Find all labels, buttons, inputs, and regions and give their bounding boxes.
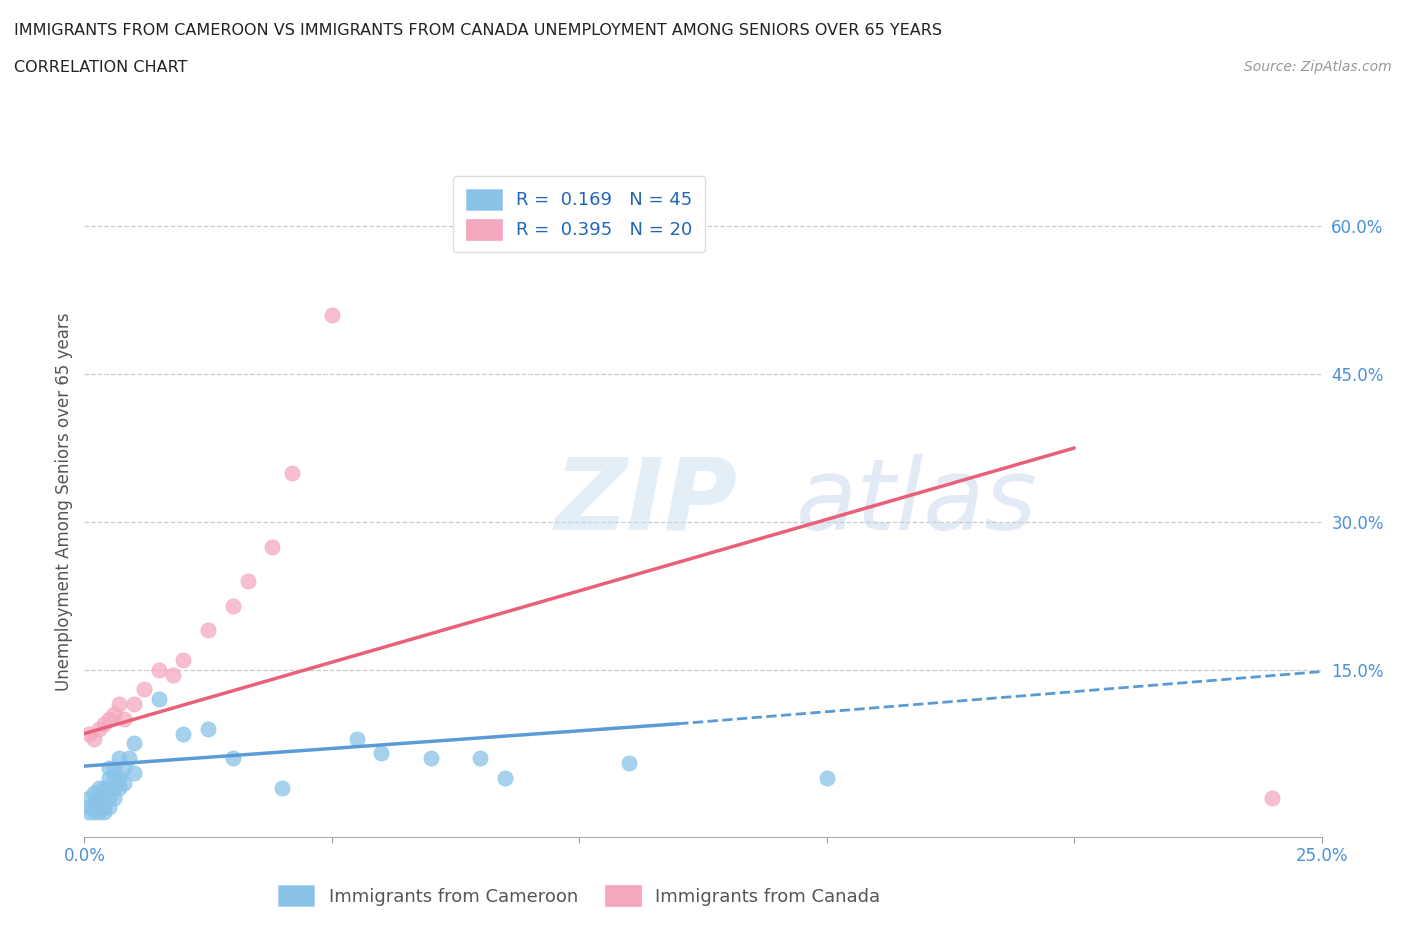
Point — [93, 780, 115, 795]
Point — [108, 697, 131, 711]
Point — [89, 805, 111, 820]
Point — [122, 765, 145, 780]
Point — [321, 308, 343, 323]
Point — [108, 751, 131, 765]
Point — [103, 707, 125, 722]
Point — [98, 800, 121, 815]
Point — [98, 790, 121, 805]
Point — [148, 662, 170, 677]
Point — [122, 736, 145, 751]
Point — [83, 731, 105, 746]
Point — [89, 780, 111, 795]
Point — [271, 780, 294, 795]
Point — [222, 751, 245, 765]
Point — [162, 667, 184, 682]
Point — [1261, 790, 1284, 805]
Point — [281, 465, 304, 480]
Point — [494, 770, 516, 785]
Point — [79, 800, 101, 815]
Point — [172, 652, 194, 667]
Point — [98, 770, 121, 785]
Point — [93, 716, 115, 731]
Point — [83, 805, 105, 820]
Point — [197, 623, 219, 638]
Point — [103, 780, 125, 795]
Point — [118, 751, 141, 765]
Point — [98, 711, 121, 726]
Point — [93, 790, 115, 805]
Point — [112, 776, 135, 790]
Point — [93, 805, 115, 820]
Text: IMMIGRANTS FROM CAMEROON VS IMMIGRANTS FROM CANADA UNEMPLOYMENT AMONG SENIORS OV: IMMIGRANTS FROM CAMEROON VS IMMIGRANTS F… — [14, 23, 942, 38]
Point — [112, 761, 135, 776]
Text: Source: ZipAtlas.com: Source: ZipAtlas.com — [1244, 60, 1392, 74]
Point — [172, 726, 194, 741]
Point — [262, 539, 284, 554]
Point — [132, 682, 155, 697]
Point — [419, 751, 441, 765]
Point — [89, 722, 111, 737]
Point — [83, 795, 105, 810]
Point — [815, 770, 838, 785]
Point — [148, 692, 170, 707]
Point — [89, 795, 111, 810]
Point — [103, 790, 125, 805]
Point — [79, 790, 101, 805]
Point — [103, 761, 125, 776]
Point — [470, 751, 492, 765]
Point — [79, 726, 101, 741]
Text: ZIP: ZIP — [554, 454, 738, 551]
Point — [346, 731, 368, 746]
Text: atlas: atlas — [796, 454, 1038, 551]
Point — [83, 785, 105, 800]
Point — [83, 800, 105, 815]
Point — [112, 711, 135, 726]
Point — [236, 574, 259, 589]
Point — [98, 761, 121, 776]
Point — [108, 770, 131, 785]
Point — [79, 805, 101, 820]
Point — [108, 780, 131, 795]
Point — [103, 770, 125, 785]
Point — [197, 722, 219, 737]
Point — [89, 800, 111, 815]
Point — [98, 780, 121, 795]
Point — [89, 790, 111, 805]
Point — [93, 800, 115, 815]
Point — [617, 756, 640, 771]
Y-axis label: Unemployment Among Seniors over 65 years: Unemployment Among Seniors over 65 years — [55, 313, 73, 691]
Legend: Immigrants from Cameroon, Immigrants from Canada: Immigrants from Cameroon, Immigrants fro… — [269, 876, 890, 915]
Point — [370, 746, 392, 761]
Text: CORRELATION CHART: CORRELATION CHART — [14, 60, 187, 75]
Point — [122, 697, 145, 711]
Point — [222, 598, 245, 613]
